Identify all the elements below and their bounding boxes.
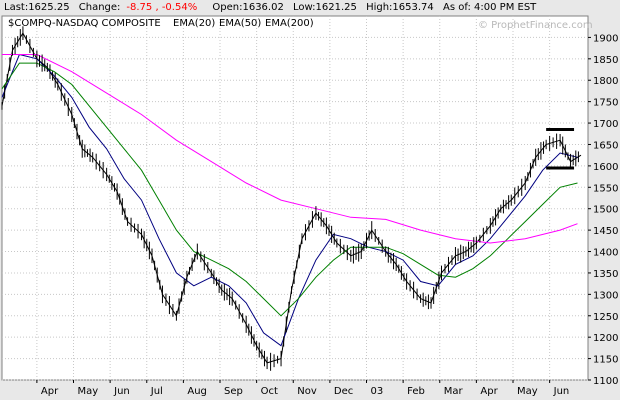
- quote-header: Last:1625.25 Change: -8.75 , -0.54% Open:…: [4, 2, 542, 16]
- series-line-1: [1, 53, 578, 347]
- high-price: High:1653.74: [366, 2, 434, 13]
- y-tick-label: 1550: [593, 183, 618, 194]
- y-tick-label: 1350: [593, 269, 618, 280]
- x-tick-label: Feb: [407, 386, 425, 397]
- y-tick-label: 1800: [593, 76, 618, 87]
- legend-label-1: EMA(20): [173, 18, 215, 29]
- x-tick-label: May: [78, 386, 99, 397]
- y-tick-label: 1250: [593, 312, 618, 323]
- x-tick-label: Mar: [444, 386, 464, 397]
- change-label: Change: -8.75 , -0.54%: [79, 2, 203, 13]
- legend-label-2: EMA(50): [219, 18, 261, 29]
- y-tick-label: 1900: [593, 33, 618, 44]
- y-tick-label: 1150: [593, 355, 618, 366]
- y-tick-label: 1700: [593, 119, 618, 130]
- y-tick-label: 1600: [593, 162, 618, 173]
- x-tick-label: Jul: [150, 386, 163, 397]
- last-price: Last:1625.25: [4, 2, 70, 13]
- x-tick-label: 03: [371, 386, 384, 397]
- as-of-time: As of: 4:00 PM EST: [442, 2, 537, 13]
- x-tick-label: Apr: [480, 386, 498, 397]
- x-tick-label: Aug: [187, 386, 207, 397]
- y-tick-label: 1750: [593, 98, 618, 109]
- x-tick-label: Nov: [297, 386, 317, 397]
- y-tick-label: 1300: [593, 290, 618, 301]
- x-tick-label: Oct: [261, 386, 278, 397]
- open-price: Open:1636.02: [212, 2, 284, 13]
- y-tick-label: 1450: [593, 226, 618, 237]
- y-tick-label: 1400: [593, 248, 618, 259]
- y-tick-label: 1100: [593, 376, 618, 387]
- change-text: Change:: [78, 2, 121, 13]
- legend-label-0: $COMPQ-NASDAQ COMPOSITE: [8, 18, 161, 29]
- watermark-text: © ProphetFinance.com: [478, 20, 593, 31]
- y-tick-label: 1200: [593, 333, 618, 344]
- x-tick-label: May: [517, 386, 538, 397]
- x-tick-label: Jun: [553, 386, 570, 397]
- low-price: Low:1621.25: [293, 2, 357, 13]
- plot-area: [1, 15, 589, 381]
- change-value: -8.75 , -0.54%: [126, 2, 198, 13]
- y-tick-label: 1500: [593, 205, 618, 216]
- x-tick-label: Dec: [334, 386, 353, 397]
- legend-label-3: EMA(200): [265, 18, 314, 29]
- y-tick-label: 1850: [593, 55, 618, 66]
- series-line-2: [1, 62, 578, 317]
- x-tick-label: Apr: [41, 386, 59, 397]
- y-tick-label: 1650: [593, 140, 618, 151]
- x-tick-label: Jun: [113, 386, 130, 397]
- x-tick-label: Sep: [224, 386, 243, 397]
- series-line-3: [2, 54, 578, 244]
